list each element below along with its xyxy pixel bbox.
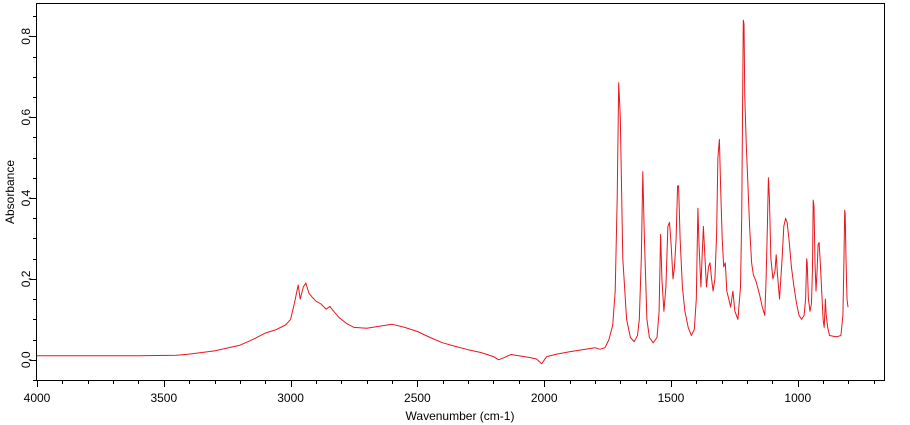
x-tick-label: 1500 — [658, 391, 685, 405]
x-axis-ticks: 4000 3500 3000 2500 2000 1500 1000 — [24, 380, 875, 405]
x-axis-label: Wavenumber (cm-1) — [406, 409, 515, 423]
x-tick-label: 1000 — [784, 391, 811, 405]
y-tick-label: 0,0 — [19, 351, 33, 368]
y-axis-label: Absorbance — [3, 160, 17, 224]
absorbance-series-line — [37, 19, 849, 365]
x-tick-label: 3000 — [277, 391, 304, 405]
y-tick-label: 0,8 — [19, 28, 33, 45]
y-tick-label: 0,2 — [19, 270, 33, 287]
x-tick-label: 4000 — [24, 391, 51, 405]
y-tick-label: 0,6 — [19, 109, 33, 126]
x-tick-label: 3500 — [150, 391, 177, 405]
y-axis-ticks: 0,0 0,2 0,4 0,6 0,8 — [19, 16, 37, 381]
x-tick-label: 2000 — [531, 391, 558, 405]
plot-frame — [36, 3, 885, 381]
y-tick-label: 0,4 — [19, 189, 33, 206]
x-tick-label: 2500 — [404, 391, 431, 405]
